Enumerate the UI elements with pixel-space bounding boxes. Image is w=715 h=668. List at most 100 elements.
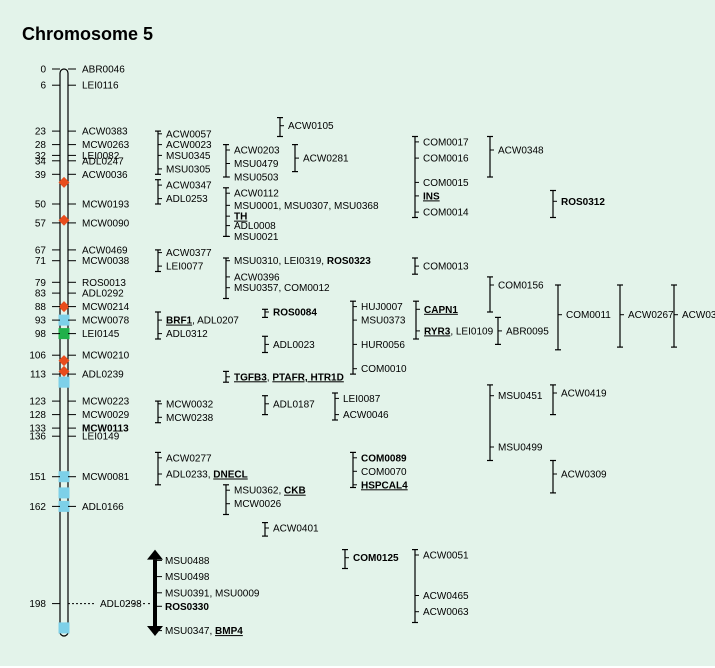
cm-label: 106 xyxy=(29,351,46,362)
locus-label: LEI0149 xyxy=(82,432,120,443)
cm-label: 57 xyxy=(35,218,47,229)
locus-label: MCW0038 xyxy=(82,256,130,267)
interval-label: MSU0479 xyxy=(234,159,279,170)
locus-label: ADL0292 xyxy=(82,289,124,300)
cm-label: 98 xyxy=(35,329,47,340)
cm-label: 128 xyxy=(29,410,46,421)
chromosome-marker xyxy=(59,501,70,512)
interval-label: ACW0396 xyxy=(234,272,280,283)
interval-label: ADL0023 xyxy=(273,340,315,351)
interval-label: ACW0281 xyxy=(303,154,349,165)
interval-label: ACW0267 xyxy=(628,310,674,321)
interval-label: MSU0021 xyxy=(234,232,279,243)
locus-label: ACW0469 xyxy=(82,245,128,256)
cm-label: 39 xyxy=(35,170,47,181)
cm-label: 136 xyxy=(29,432,46,443)
interval-label: ACW0051 xyxy=(423,551,469,562)
interval-label: INS xyxy=(423,191,440,202)
interval-label: ACW0112 xyxy=(234,189,279,200)
interval-label: ACW0203 xyxy=(234,146,280,157)
cm-label: 88 xyxy=(35,302,47,313)
interval-label: HUR0056 xyxy=(361,340,405,351)
interval-label: COM0010 xyxy=(361,364,407,375)
chromosome-marker xyxy=(59,471,70,482)
interval-label: ADL0187 xyxy=(273,399,315,410)
locus-label: ADL0247 xyxy=(82,156,124,167)
cm-label: 198 xyxy=(29,599,46,610)
locus-label: ACW0383 xyxy=(82,127,128,138)
chromosome-marker xyxy=(59,487,70,498)
interval-label: MSU0499 xyxy=(498,443,543,454)
interval-label: LEI0087 xyxy=(343,394,381,405)
interval-label: MSU0310, LEI0319, ROS0323 xyxy=(234,256,371,267)
chromosome-marker xyxy=(59,622,70,633)
interval-label: COM0014 xyxy=(423,208,469,219)
interval-label: COM0156 xyxy=(498,281,544,292)
cm-label: 123 xyxy=(29,397,46,408)
locus-label: MCW0078 xyxy=(82,316,130,327)
locus-label: ADL0298 xyxy=(100,599,142,610)
interval-label: MSU0362, CKB xyxy=(234,486,306,497)
interval-label: ACW0057 xyxy=(166,129,212,140)
interval-label: BRF1, ADL0207 xyxy=(166,316,239,327)
chromosome-marker xyxy=(59,315,70,326)
locus-label: LEI0145 xyxy=(82,329,120,340)
interval-label: HSPCAL4 xyxy=(361,480,408,491)
arrow-label: MSU0488 xyxy=(165,556,210,567)
interval-label: COM0070 xyxy=(361,467,407,478)
locus-label: LEI0116 xyxy=(82,81,119,92)
chromosome-marker xyxy=(59,377,70,388)
interval-label: ACW0322 xyxy=(682,310,715,321)
arrow-label: MSU0498 xyxy=(165,572,210,583)
interval-label: COM0015 xyxy=(423,178,469,189)
arrow-label: MSU0347, BMP4 xyxy=(165,626,243,637)
interval-label: ACW0347 xyxy=(166,181,212,192)
interval-label: ADL0253 xyxy=(166,194,208,205)
cm-label: 0 xyxy=(40,65,46,76)
cm-label: 79 xyxy=(35,278,47,289)
interval-label: ACW0401 xyxy=(273,524,319,535)
interval-label: MSU0503 xyxy=(234,173,279,184)
interval-label: MSU0451 xyxy=(498,391,543,402)
interval-label: MSU0001, MSU0307, MSU0368 xyxy=(234,201,379,212)
locus-label: MCW0081 xyxy=(82,472,130,483)
cm-label: 83 xyxy=(35,289,47,300)
interval-label: ACW0105 xyxy=(288,121,334,132)
cm-label: 34 xyxy=(35,156,47,167)
interval-label: ACW0348 xyxy=(498,146,544,157)
interval-label: RYR3, LEI0109 xyxy=(424,326,494,337)
interval-label: ACW0023 xyxy=(166,140,212,151)
locus-label: ADL0166 xyxy=(82,502,124,513)
interval-label: TGFB3, PTAFR, HTR1D xyxy=(234,372,344,383)
locus-label: ADL0239 xyxy=(82,370,124,381)
interval-label: ACW0046 xyxy=(343,410,389,421)
cm-label: 28 xyxy=(35,140,47,151)
interval-label: ACW0063 xyxy=(423,607,469,618)
chromosome-map-root: Chromosome 50ABR00466LEI011623ACW038328M… xyxy=(0,0,715,668)
interval-label: ACW0309 xyxy=(561,470,607,481)
cm-label: 6 xyxy=(40,81,46,92)
locus-label: MCW0029 xyxy=(82,410,130,421)
interval-label: MSU0345 xyxy=(166,151,211,162)
interval-label: COM0011 xyxy=(566,310,611,321)
interval-label: ADL0312 xyxy=(166,329,208,340)
arrow-label: ROS0330 xyxy=(165,602,209,613)
locus-label: ROS0013 xyxy=(82,278,126,289)
interval-label: COM0089 xyxy=(361,453,407,464)
interval-label: MSU0305 xyxy=(166,164,211,175)
locus-label: ACW0036 xyxy=(82,170,128,181)
interval-label: COM0125 xyxy=(353,553,399,564)
interval-label: MCW0026 xyxy=(234,499,282,510)
arrow-label: MSU0391, MSU0009 xyxy=(165,588,260,599)
cm-label: 162 xyxy=(29,502,46,513)
locus-label: MCW0263 xyxy=(82,140,130,151)
cm-label: 151 xyxy=(29,472,46,483)
locus-label: MCW0193 xyxy=(82,200,130,211)
interval-label: ABR0095 xyxy=(506,326,549,337)
interval-label: MSU0373 xyxy=(361,316,406,327)
interval-label: MCW0032 xyxy=(166,399,214,410)
locus-label: MCW0214 xyxy=(82,302,130,313)
arrow-shaft xyxy=(153,560,157,626)
interval-label: MSU0357, COM0012 xyxy=(234,283,330,294)
interval-label: ACW0419 xyxy=(561,389,607,400)
